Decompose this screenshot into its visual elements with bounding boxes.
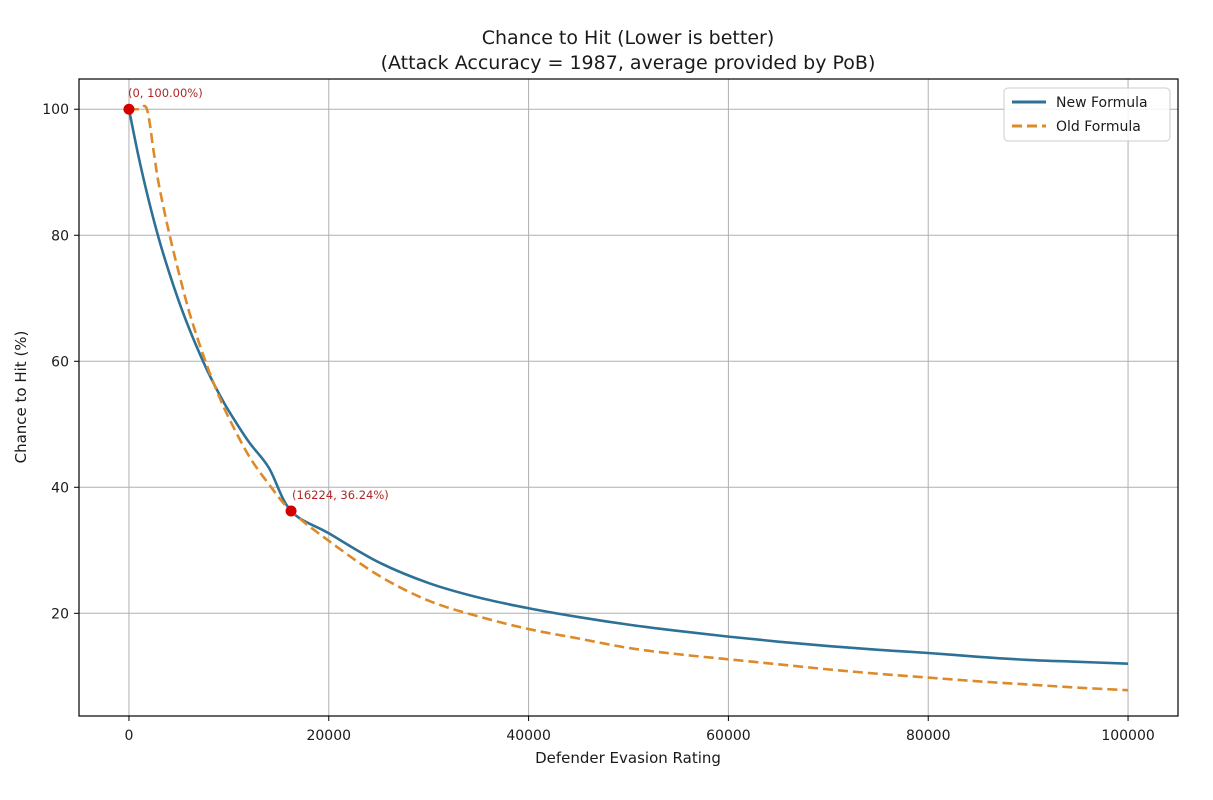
point-annotation: (0, 100.00%) — [128, 86, 203, 100]
highlight-point — [123, 103, 135, 115]
y-tick-label: 20 — [51, 606, 69, 622]
legend-label-new-formula: New Formula — [1056, 95, 1148, 111]
y-tick-label: 80 — [51, 228, 69, 244]
series-new-formula-line — [127, 108, 1129, 665]
legend: New Formula Old Formula — [1003, 87, 1171, 142]
point-annotation: (16224, 36.24%) — [292, 488, 389, 502]
x-tick-label: 60000 — [706, 728, 751, 744]
x-tick-label: 20000 — [306, 728, 351, 744]
legend-label-old-formula: Old Formula — [1056, 119, 1141, 135]
points-layer: (0, 100.00%) (16224, 36.24%) — [123, 86, 389, 517]
x-ticks: 0 20000 40000 60000 80000 100000 — [124, 716, 1155, 744]
x-tick-label: 0 — [124, 728, 133, 744]
series-old-formula-line — [128, 104, 1129, 692]
chart-subtitle: (Attack Accuracy = 1987, average provide… — [381, 52, 876, 74]
y-tick-label: 40 — [51, 480, 69, 496]
x-gridlines — [128, 79, 1129, 716]
x-tick-label: 100000 — [1101, 728, 1154, 744]
series-layer — [127, 104, 1129, 692]
highlight-point — [285, 505, 297, 517]
x-tick-label: 80000 — [906, 728, 951, 744]
plot-frame — [78, 78, 1179, 717]
x-tick-label: 40000 — [506, 728, 551, 744]
y-ticks: 20 40 60 80 100 — [42, 102, 79, 622]
y-axis-label: Chance to Hit (%) — [12, 331, 30, 464]
y-tick-label: 100 — [42, 102, 69, 118]
chart-title: Chance to Hit (Lower is better) — [482, 27, 775, 49]
x-axis-label: Defender Evasion Rating — [535, 749, 721, 767]
y-gridlines — [79, 108, 1178, 614]
y-tick-label: 60 — [51, 354, 69, 370]
